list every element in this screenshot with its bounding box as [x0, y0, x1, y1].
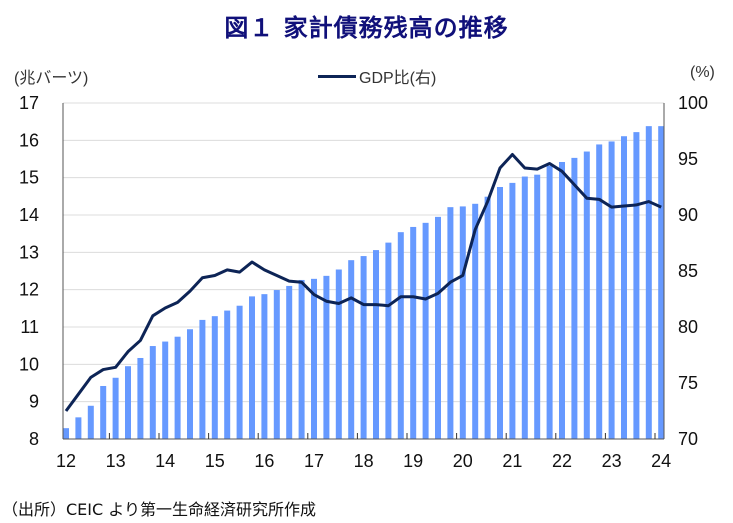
x-tick-label: 13	[106, 451, 126, 471]
legend: GDP比(右)	[318, 64, 436, 88]
bar	[459, 206, 466, 439]
right-tick-label: 95	[678, 149, 698, 169]
bar	[410, 226, 417, 439]
bar	[645, 126, 652, 439]
bar	[497, 187, 503, 439]
x-tick-label: 16	[254, 451, 274, 471]
bar	[546, 165, 553, 439]
source-note: （出所）CEIC より第一生命経済研究所作成	[2, 500, 316, 519]
bar	[571, 157, 578, 439]
bar	[187, 329, 193, 439]
bar	[236, 305, 243, 439]
x-tick-label: 22	[552, 451, 572, 471]
bar	[75, 417, 82, 439]
x-tick-label: 18	[354, 451, 374, 471]
bar	[249, 296, 255, 439]
bar	[137, 357, 144, 439]
bar	[484, 196, 491, 439]
bar	[162, 341, 169, 439]
right-tick-label: 70	[678, 429, 698, 449]
x-tick-label: 14	[155, 451, 175, 471]
left-tick-label: 12	[19, 280, 39, 300]
bar	[521, 176, 528, 439]
bar	[63, 428, 69, 439]
bar	[397, 232, 404, 439]
bar	[286, 285, 293, 439]
bar	[608, 141, 615, 439]
bar	[348, 260, 355, 439]
bar	[447, 207, 454, 439]
bar	[311, 278, 317, 439]
bar	[100, 385, 107, 439]
x-tick-label: 17	[304, 451, 324, 471]
left-axis-label: (兆バーツ)	[14, 70, 89, 87]
bar	[385, 242, 392, 439]
bar	[633, 132, 640, 439]
bar	[273, 290, 280, 439]
right-tick-label: 85	[678, 261, 698, 281]
x-tick-label: 15	[205, 451, 225, 471]
left-tick-label: 9	[29, 392, 39, 412]
left-tick-label: 10	[19, 354, 39, 374]
bar	[211, 316, 218, 439]
left-tick-label: 13	[19, 242, 39, 262]
bar	[125, 366, 131, 439]
bar	[559, 161, 565, 439]
x-tick-label: 12	[56, 451, 76, 471]
bar	[224, 310, 231, 439]
left-tick-label: 16	[19, 130, 39, 150]
x-tick-label: 19	[403, 451, 423, 471]
right-tick-label: 80	[678, 317, 698, 337]
right-tick-label: 100	[678, 93, 708, 113]
bar	[149, 346, 156, 439]
bar	[596, 144, 603, 439]
x-tick-label: 20	[453, 451, 473, 471]
x-tick-label: 24	[651, 451, 671, 471]
bar	[621, 136, 627, 439]
gdp-ratio-line	[64, 153, 662, 412]
bar	[112, 377, 119, 439]
bar	[583, 151, 590, 440]
legend-label: GDP比(右)	[359, 70, 437, 87]
bar	[323, 275, 330, 439]
chart-title: 図１ 家計債務残高の推移	[224, 14, 509, 42]
bar	[534, 174, 541, 439]
bar	[87, 405, 94, 439]
right-tick-label: 90	[678, 205, 698, 225]
bar	[422, 222, 429, 439]
x-tick-label: 21	[502, 451, 522, 471]
left-tick-label: 15	[19, 168, 39, 188]
left-tick-label: 8	[29, 429, 39, 449]
x-tick-label: 23	[602, 451, 622, 471]
bar	[472, 203, 479, 439]
left-tick-label: 17	[19, 93, 39, 113]
right-tick-label: 75	[678, 373, 698, 393]
legend-line-swatch	[318, 74, 356, 78]
bar	[174, 336, 181, 439]
left-tick-label: 14	[19, 205, 39, 225]
bar	[199, 319, 206, 439]
bar	[298, 279, 305, 439]
right-axis-label: (%)	[690, 64, 715, 81]
bar	[435, 216, 441, 439]
bar	[373, 250, 379, 439]
bar	[509, 182, 516, 440]
bar	[658, 126, 665, 439]
bar	[261, 294, 268, 439]
bar	[335, 269, 342, 439]
bar	[360, 256, 367, 439]
left-tick-label: 11	[20, 317, 39, 337]
